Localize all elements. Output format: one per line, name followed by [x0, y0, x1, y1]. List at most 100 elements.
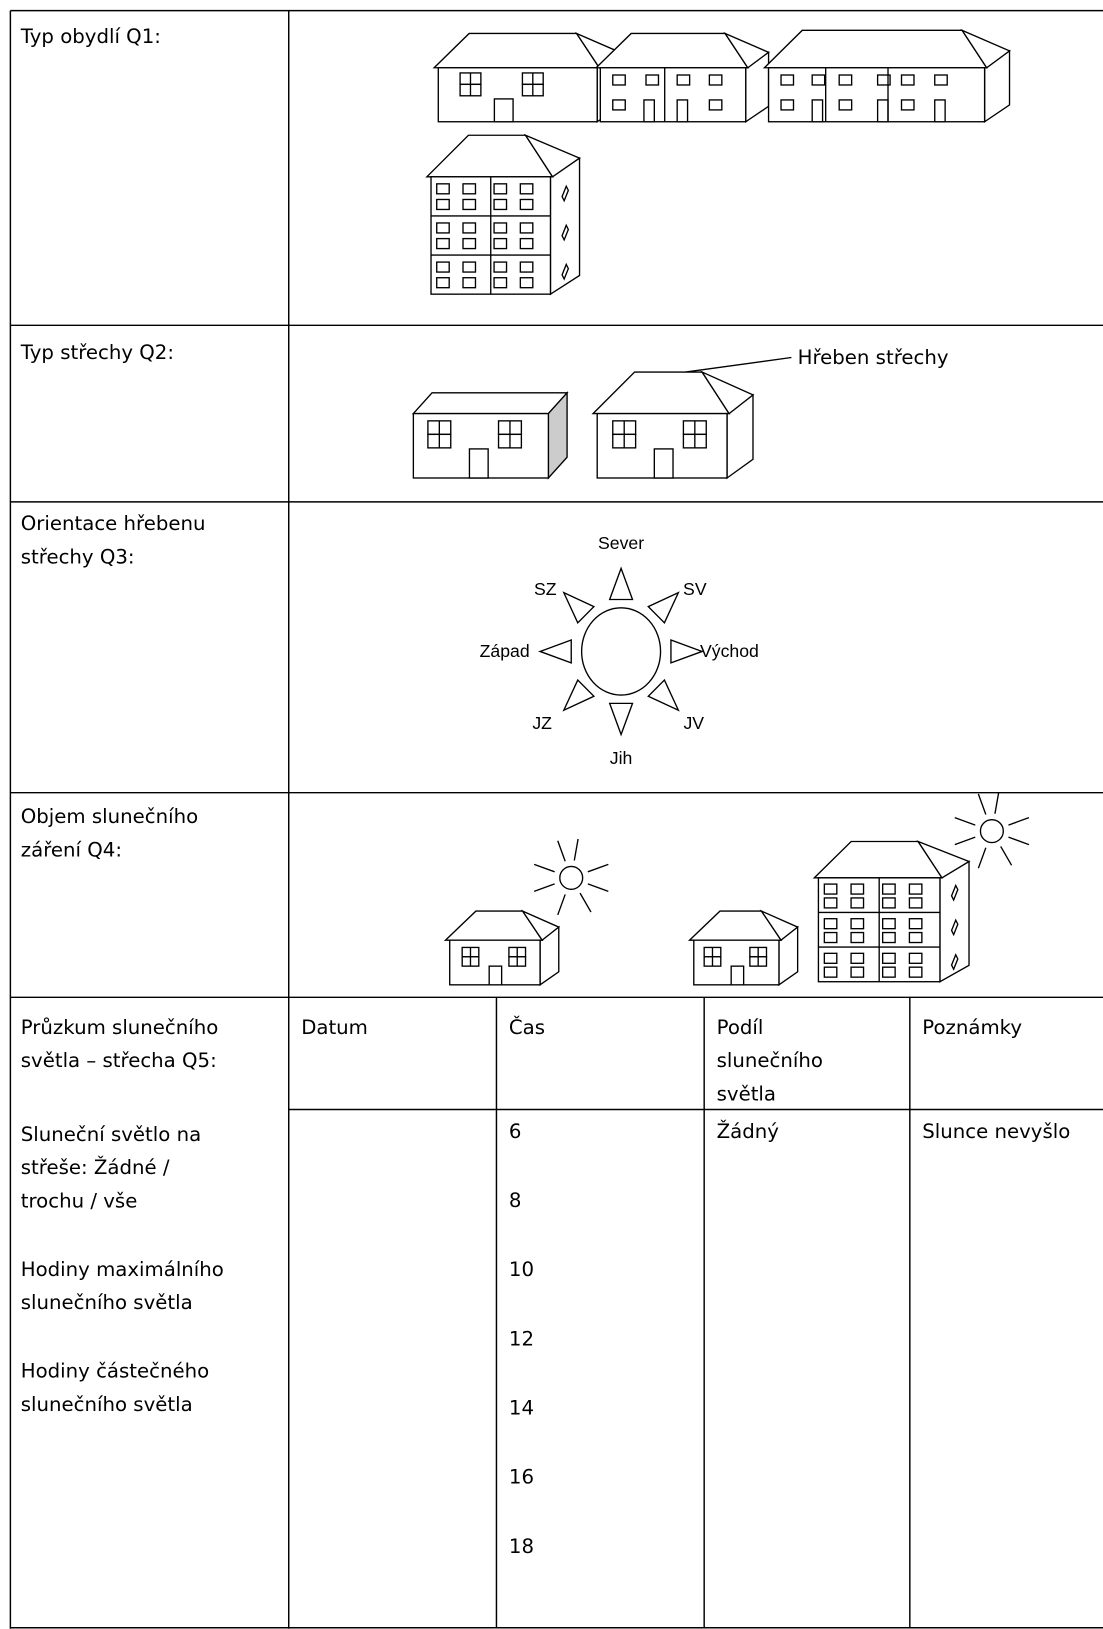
window [436, 277, 450, 289]
window [900, 74, 915, 86]
window [493, 277, 508, 289]
window [676, 74, 691, 86]
door [934, 99, 946, 123]
roof [411, 392, 569, 415]
door [493, 98, 514, 123]
window [876, 74, 891, 86]
row-label: záření Q4: [21, 838, 122, 861]
sun-ray [994, 792, 1000, 814]
sun-ray [1008, 836, 1030, 846]
header: Poznámky [922, 1016, 1022, 1039]
sun [979, 819, 1004, 844]
window [823, 966, 838, 978]
window [881, 952, 896, 964]
window [493, 222, 508, 234]
sun-ray [1000, 846, 1013, 866]
note: slunečního světla [21, 1393, 193, 1416]
note-cell: Slunce nevyšlo [922, 1120, 1070, 1143]
roof-side [520, 909, 561, 942]
time-cell: 14 [509, 1396, 534, 1419]
header: Čas [509, 1015, 545, 1039]
sun-ray [977, 793, 987, 815]
window [780, 99, 795, 111]
note: Hodiny částečného [21, 1360, 209, 1383]
table-lines [9, 9, 1103, 1629]
compass-label: JV [683, 713, 704, 733]
row-label: Průzkum slunečního [21, 1016, 219, 1039]
header: Datum [301, 1016, 368, 1039]
compass-arrow [538, 639, 572, 664]
sun-ray [579, 892, 592, 913]
time-cell: 10 [509, 1258, 534, 1281]
window [823, 918, 838, 930]
window [850, 883, 865, 895]
window [462, 222, 477, 234]
header: světla [717, 1082, 776, 1105]
window [850, 897, 865, 909]
window [436, 183, 450, 195]
time-cell: 18 [509, 1535, 534, 1558]
wall [767, 67, 986, 123]
row-label: Typ obydlí Q1: [20, 25, 161, 48]
door [488, 965, 503, 986]
row-label: Objem slunečního [21, 805, 198, 828]
side-window [950, 953, 959, 971]
sun [559, 865, 584, 890]
sun-ray [954, 836, 976, 846]
roof [432, 32, 601, 69]
compass-label: Západ [480, 641, 530, 661]
door [676, 99, 689, 123]
window [838, 99, 853, 111]
window [493, 183, 508, 195]
roof-side [723, 31, 770, 69]
door [811, 99, 824, 123]
note: slunečního světla [21, 1291, 193, 1314]
note: střeše: Žádné / [21, 1156, 170, 1179]
window [493, 198, 508, 211]
row-label: světla – střecha Q5: [21, 1049, 217, 1072]
window [645, 74, 660, 86]
window [908, 883, 923, 895]
compass-label: SZ [534, 579, 557, 599]
door [730, 965, 745, 986]
compass-label: Sever [598, 533, 644, 553]
window [811, 74, 826, 86]
note: trochu / vše [21, 1189, 138, 1212]
window [708, 99, 723, 111]
compass-label: JZ [532, 713, 552, 733]
side-window [561, 262, 570, 281]
sun-ray [1008, 816, 1030, 826]
compass-arrow [647, 591, 680, 624]
window [823, 897, 838, 909]
sun-ray [573, 838, 579, 861]
sun-ray [557, 840, 566, 862]
window [934, 74, 948, 86]
window [436, 198, 450, 211]
window [823, 952, 838, 964]
window [612, 99, 626, 111]
row-label: Typ střechy Q2: [20, 341, 174, 364]
sun-ray [954, 816, 976, 826]
window [519, 261, 534, 273]
window [462, 277, 477, 289]
window [838, 74, 853, 86]
header: Podíl [717, 1016, 764, 1039]
compass-arrow [562, 591, 596, 624]
window [462, 183, 477, 195]
window [612, 74, 626, 86]
row-label: střechy Q3: [21, 545, 135, 568]
note: Hodiny maximálního [21, 1258, 224, 1281]
compass-arrow [608, 566, 634, 601]
window [436, 261, 450, 273]
note: Sluneční světlo na [21, 1123, 201, 1146]
window [823, 931, 838, 944]
window [462, 261, 477, 273]
window [850, 918, 865, 930]
side-window [561, 223, 570, 242]
window [519, 277, 534, 289]
callout: Hřeben střechy [798, 346, 949, 369]
callout-line [685, 356, 792, 373]
window [881, 918, 896, 930]
